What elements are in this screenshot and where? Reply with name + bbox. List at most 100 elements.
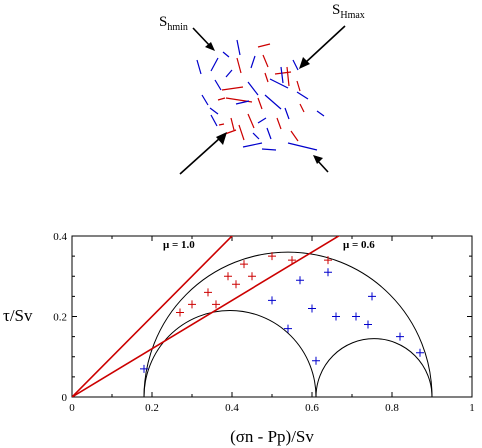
data-point [268, 296, 276, 305]
shmax-arrowhead-upper [299, 57, 310, 69]
fracture-segment [201, 94, 209, 106]
y-axis-title: τ/Sv [3, 306, 33, 325]
y-tick-label: 0.4 [53, 231, 67, 243]
fracture-segment [292, 59, 299, 71]
shmin-arrowhead-upper [205, 42, 215, 51]
fracture-segment [264, 72, 269, 83]
fracture-segment [210, 57, 219, 72]
shmin-arrow-upper [192, 27, 212, 48]
x-tick-label: 0.8 [385, 402, 399, 414]
mohr-circles [143, 251, 433, 397]
data-point [308, 304, 316, 313]
data-points [140, 252, 424, 373]
fracture-segment [221, 86, 244, 91]
plot-frame [71, 235, 473, 398]
fracture-segment [236, 39, 241, 56]
x-tick-label: 0 [69, 402, 75, 414]
data-point [296, 276, 304, 285]
friction-line [72, 236, 341, 397]
fracture-segment [296, 91, 309, 100]
fracture-segment [269, 78, 289, 89]
x-tick-label: 1 [469, 402, 475, 414]
fracture-segment [222, 51, 230, 58]
fracture-segment [210, 114, 218, 127]
y-axis-ticks: 0 0.2 0.4 [53, 231, 472, 404]
data-point [212, 300, 220, 309]
fracture-segment [247, 81, 259, 96]
fracture-segment [280, 66, 284, 84]
x-tick-label: 0.6 [305, 402, 319, 414]
fracture-segment [262, 54, 269, 68]
fracture-segment [316, 110, 325, 117]
fracture-segment [218, 123, 225, 126]
shmax-label: SHmax [332, 2, 365, 21]
friction-lines [72, 236, 341, 397]
shmax-arrow-lower [179, 137, 221, 175]
data-point [324, 256, 332, 265]
fracture-segment [284, 107, 290, 120]
shmax-arrow-upper [304, 25, 346, 64]
fracture-segment [286, 66, 290, 87]
mohr-circle [143, 309, 317, 397]
fracture-segment [264, 94, 282, 110]
fracture-segment [290, 130, 299, 142]
data-point [332, 312, 340, 321]
data-point [324, 268, 332, 277]
fracture-segment [235, 100, 250, 105]
data-point [248, 272, 256, 281]
fracture-segment [225, 69, 233, 78]
data-point [352, 312, 360, 321]
data-point [176, 308, 184, 317]
x-axis-ticks: 0 0.2 0.4 0.6 0.8 1 [69, 236, 475, 414]
data-point [240, 260, 248, 269]
data-point [288, 256, 296, 265]
data-point [396, 332, 404, 341]
shmin-label: Shmin [159, 14, 188, 33]
mohr-diagram-chart: 0 0.2 0.4 0.6 0.8 1 0 0.2 0.4 μ = 1.0 μ = 0.6 (… [3, 231, 475, 446]
fracture-segment [242, 142, 263, 148]
fracture-segment [287, 142, 318, 151]
fracture-segment [266, 127, 272, 140]
data-point [232, 280, 240, 289]
mohr-circle [143, 251, 433, 397]
fracture-segment [217, 97, 226, 101]
mohr-circle [315, 338, 433, 397]
x-tick-label: 0.4 [225, 402, 239, 414]
y-tick-label: 0 [62, 392, 68, 404]
x-tick-label: 0.2 [145, 402, 159, 414]
data-point [224, 272, 232, 281]
fracture-segment [276, 117, 282, 130]
data-point [368, 292, 376, 301]
fracture-segment [257, 117, 267, 124]
shmax-arrowhead-lower [216, 132, 227, 145]
data-point [188, 300, 196, 309]
data-point [268, 252, 276, 261]
fracture-segment [230, 117, 235, 131]
shmin-arrowhead-lower [313, 155, 323, 164]
fracture-segment [274, 71, 292, 75]
fracture-orientation-map: Shmin SHmax [159, 2, 365, 175]
fracture-segment [250, 55, 256, 69]
y-tick-label: 0.2 [53, 312, 67, 324]
fracture-segment [257, 43, 271, 48]
data-point [312, 356, 320, 365]
fracture-lines [196, 39, 325, 151]
mu-lower-label: μ = 0.6 [343, 239, 375, 251]
fracture-segment [236, 57, 242, 74]
data-point [364, 320, 372, 329]
data-point [204, 288, 212, 297]
mu-upper-label: μ = 1.0 [163, 239, 195, 251]
fracture-segment [257, 97, 263, 110]
fracture-segment [252, 132, 260, 140]
fracture-segment [247, 113, 255, 129]
fracture-segment [238, 124, 245, 141]
fracture-segment [299, 103, 305, 113]
fracture-segment [224, 129, 237, 135]
fracture-segment [209, 107, 219, 115]
data-point [140, 364, 148, 373]
fracture-segment [296, 80, 301, 92]
fracture-segment [214, 79, 222, 91]
fracture-segment [261, 148, 277, 151]
fracture-segment [196, 59, 202, 75]
